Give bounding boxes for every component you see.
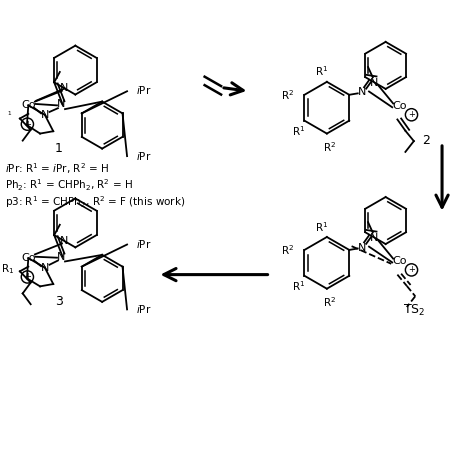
Text: $i$Pr: $i$Pr (136, 84, 151, 96)
Text: 1: 1 (55, 142, 63, 155)
Text: N: N (60, 236, 68, 246)
Text: N: N (56, 252, 65, 262)
Text: $^1$: $^1$ (7, 110, 12, 119)
Text: R$^1$: R$^1$ (315, 220, 328, 234)
Text: Co: Co (392, 256, 407, 266)
Text: Co: Co (21, 100, 36, 110)
Text: +: + (24, 119, 31, 128)
Text: 2: 2 (422, 134, 429, 146)
Text: R$^2$: R$^2$ (323, 140, 336, 154)
Text: N: N (358, 243, 366, 253)
Text: Co: Co (392, 101, 407, 111)
Text: N: N (41, 263, 49, 273)
Text: Co: Co (21, 253, 36, 263)
Text: R$^1$: R$^1$ (292, 279, 305, 293)
Text: $i$Pr: $i$Pr (136, 237, 151, 250)
Text: $i$Pr: $i$Pr (136, 303, 151, 315)
Text: N: N (370, 78, 379, 88)
Text: R$^2$: R$^2$ (282, 88, 295, 102)
Text: N: N (41, 110, 49, 120)
Text: Ph$_2$: R$^1$ = CHPh$_2$, R$^2$ = H: Ph$_2$: R$^1$ = CHPh$_2$, R$^2$ = H (5, 177, 133, 193)
Text: +: + (408, 110, 415, 119)
Text: TS$_2$: TS$_2$ (403, 303, 425, 319)
Text: N: N (60, 83, 68, 93)
Text: R$^1$: R$^1$ (315, 64, 328, 78)
Text: N: N (358, 87, 366, 98)
Text: 3: 3 (55, 295, 63, 309)
Text: +: + (24, 273, 31, 282)
Text: R$_1$: R$_1$ (1, 262, 15, 276)
Text: +: + (408, 265, 415, 274)
Text: N: N (370, 233, 379, 243)
Text: p3: R$^1$ = CHPh$_2$, R$^2$ = F (this work): p3: R$^1$ = CHPh$_2$, R$^2$ = F (this wo… (5, 194, 185, 210)
Text: N: N (56, 100, 65, 109)
Text: R$^2$: R$^2$ (282, 243, 295, 257)
Text: R$^2$: R$^2$ (323, 295, 336, 309)
Text: $i$Pr: $i$Pr (136, 150, 151, 162)
Text: $i$Pr: R$^1$ = $i$Pr, R$^2$ = H: $i$Pr: R$^1$ = $i$Pr, R$^2$ = H (5, 162, 109, 176)
Text: R$^1$: R$^1$ (292, 124, 305, 138)
